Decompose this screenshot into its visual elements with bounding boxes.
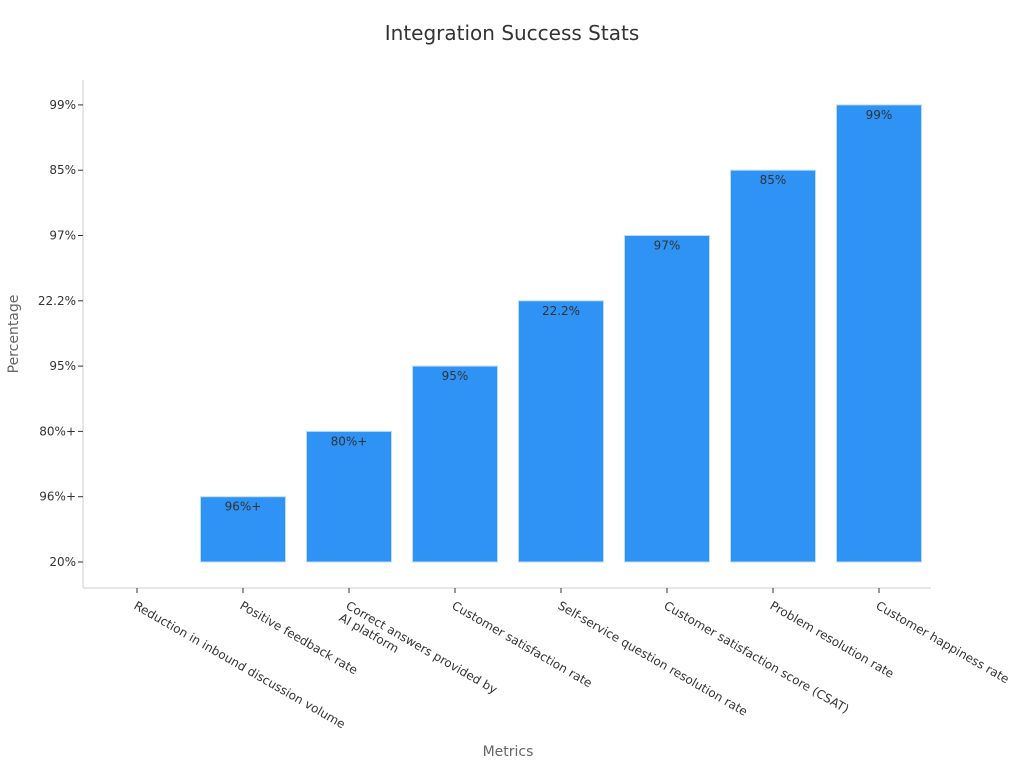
x-tick-label: Reduction in inbound discussion volume bbox=[132, 598, 348, 731]
y-tick-label: 96%+ bbox=[39, 490, 76, 504]
y-tick-label: 80%+ bbox=[39, 424, 76, 438]
data-label: 80%+ bbox=[331, 434, 368, 448]
x-axis-label: Metrics bbox=[483, 744, 534, 760]
bar bbox=[836, 104, 922, 563]
y-tick-label: 20% bbox=[49, 555, 76, 569]
data-label: 97% bbox=[654, 239, 681, 253]
bar bbox=[412, 365, 498, 563]
x-tick-label: Customer happiness rate bbox=[874, 598, 1012, 686]
data-label: 99% bbox=[866, 108, 893, 122]
y-tick-label: 22.2% bbox=[38, 294, 76, 308]
y-tick-label: 97% bbox=[49, 229, 76, 243]
y-tick-label: 95% bbox=[49, 359, 76, 373]
x-tick-label: Self-service question resolution rate bbox=[556, 598, 750, 718]
x-tick-label: Customer satisfaction score (CSAT) bbox=[662, 598, 852, 716]
data-label: 22.2% bbox=[542, 304, 580, 318]
chart-title: Integration Success Stats bbox=[385, 21, 639, 45]
data-label: 95% bbox=[442, 369, 469, 383]
bar bbox=[624, 235, 710, 563]
y-axis-label: Percentage bbox=[6, 295, 22, 374]
bar bbox=[518, 300, 604, 563]
bar bbox=[730, 169, 816, 563]
bar bbox=[200, 496, 286, 563]
data-label: 85% bbox=[760, 173, 787, 187]
bar bbox=[306, 430, 392, 563]
y-tick-label: 99% bbox=[49, 98, 76, 112]
y-tick-label: 85% bbox=[49, 163, 76, 177]
data-label: 96%+ bbox=[225, 500, 262, 514]
